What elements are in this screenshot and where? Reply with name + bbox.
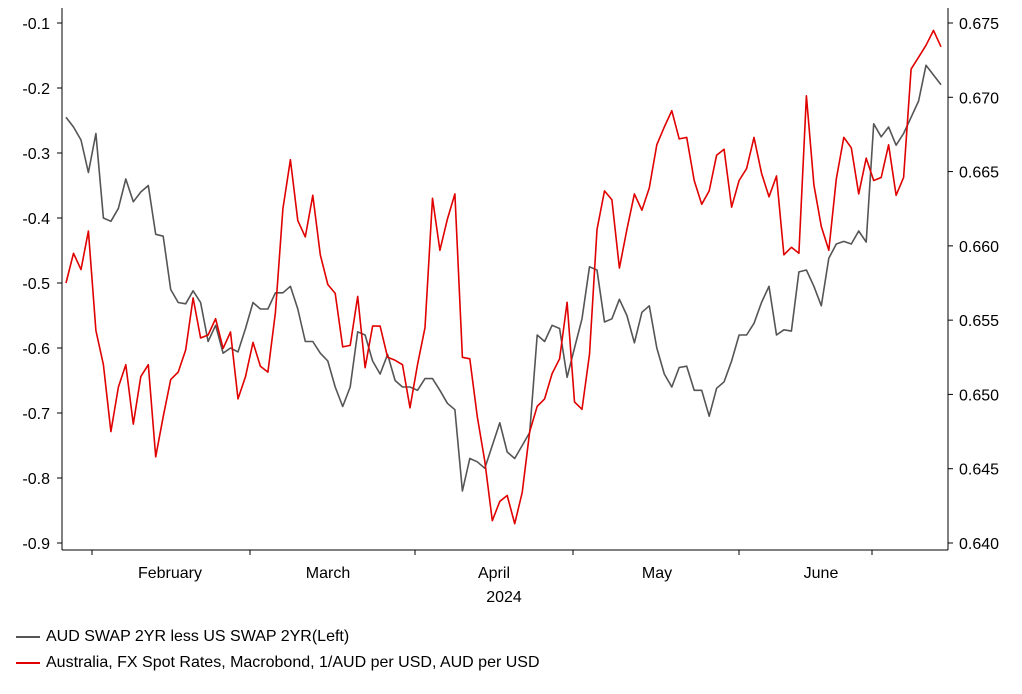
left-tick-label: -0.1	[22, 16, 50, 33]
x-tick-label: March	[306, 565, 350, 582]
left-tick-label: -0.7	[22, 406, 50, 423]
right-axis-ticks: 0.675 0.670 0.665 0.660 0.655 0.650 0.645 0.640	[948, 16, 999, 553]
right-tick-label: 0.645	[959, 462, 999, 479]
legend-item-aud-swap: AUD SWAP 2YR less US SWAP 2YR(Left)	[16, 624, 540, 650]
legend-item-fx-spot: Australia, FX Spot Rates, Macrobond, 1/A…	[16, 650, 540, 676]
axes	[61, 8, 949, 551]
right-tick-label: 0.670	[959, 90, 999, 107]
legend-swatch-fx-spot	[16, 662, 40, 664]
right-tick-label: 0.640	[959, 536, 999, 553]
legend-label-aud-swap: AUD SWAP 2YR less US SWAP 2YR(Left)	[46, 628, 350, 645]
chart: -0.1 -0.2 -0.3 -0.4 -0.5 -0.6 -0.7 -0.8 -0.9 0.6…	[22, 8, 999, 606]
right-tick-label: 0.665	[959, 165, 999, 182]
x-tick-label: June	[804, 565, 839, 582]
left-tick-label: -0.5	[22, 276, 50, 293]
left-axis-ticks: -0.1 -0.2 -0.3 -0.4 -0.5 -0.6 -0.7 -0.8 -0.9	[22, 16, 62, 553]
right-tick-label: 0.660	[959, 239, 999, 256]
left-tick-label: -0.3	[22, 146, 50, 163]
series-line-aud-fx-spot	[65, 29, 942, 525]
x-axis-ticks: February March April May June	[91, 550, 873, 582]
left-tick-label: -0.2	[22, 81, 50, 98]
right-tick-label: 0.650	[959, 387, 999, 404]
x-axis-label: 2024	[486, 589, 522, 606]
legend-label-fx-spot: Australia, FX Spot Rates, Macrobond, 1/A…	[46, 654, 540, 671]
x-tick-label: February	[138, 565, 202, 582]
legend: AUD SWAP 2YR less US SWAP 2YR(Left) Aust…	[16, 624, 540, 676]
x-tick-label: April	[478, 565, 510, 582]
series-layer	[65, 29, 942, 525]
right-tick-label: 0.655	[959, 313, 999, 330]
legend-swatch-aud-swap	[16, 636, 40, 638]
x-tick-label: May	[642, 565, 672, 582]
left-tick-label: -0.4	[22, 211, 50, 228]
right-tick-label: 0.675	[959, 16, 999, 33]
left-tick-label: -0.8	[22, 471, 50, 488]
left-tick-label: -0.6	[22, 341, 50, 358]
series-line-aud-swap-spread	[65, 64, 942, 492]
left-tick-label: -0.9	[22, 536, 50, 553]
